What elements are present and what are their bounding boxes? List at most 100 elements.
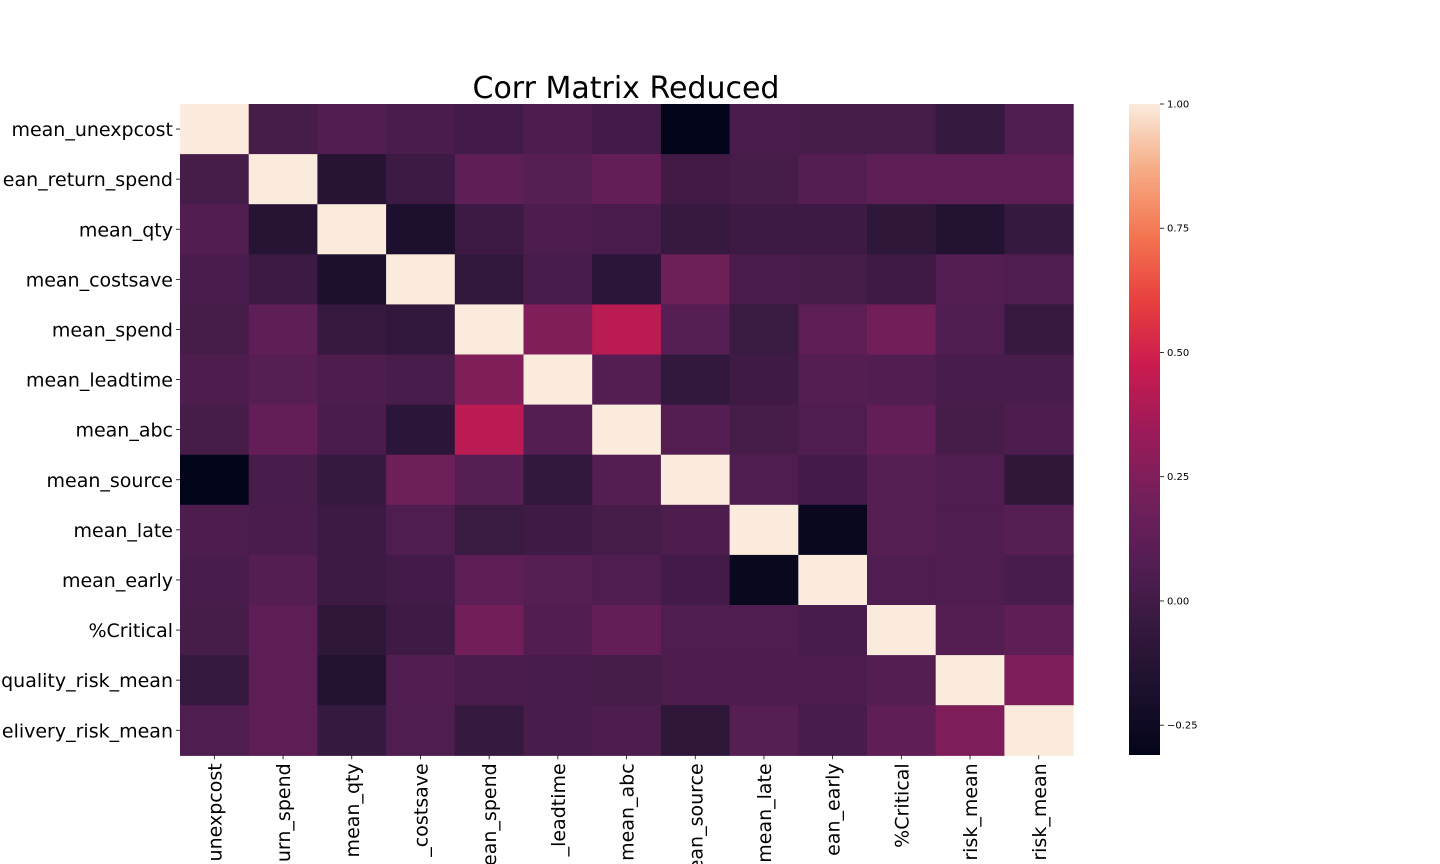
heatmap-cell-r8-c11	[935, 504, 1005, 556]
heatmap-cell-r4-c4	[454, 304, 525, 356]
heatmap-cell-r5-c3	[386, 354, 456, 406]
heatmap-cell-r11-c2	[317, 655, 387, 706]
y-tick-label: mean_costsave	[26, 269, 173, 291]
heatmap-cell-r12-c5	[523, 705, 593, 756]
heatmap-cell-r3-c0	[180, 254, 250, 305]
heatmap-cell-r9-c5	[523, 554, 593, 606]
heatmap-cell-r3-c12	[1004, 254, 1074, 305]
y-tick-label: mean_early	[62, 570, 173, 592]
heatmap-cell-r4-c6	[592, 304, 662, 356]
heatmap-cell-r11-c7	[660, 655, 731, 706]
heatmap-cell-r6-c9	[798, 404, 868, 456]
heatmap-cell-r6-c4	[454, 404, 525, 456]
heatmap-cell-r7-c11	[935, 454, 1005, 506]
heatmap-cell-r5-c2	[317, 354, 387, 406]
heatmap-cell-r0-c6	[592, 104, 662, 155]
heatmap-cell-r12-c6	[592, 705, 662, 756]
x-axis: unexpcost urn_spend mean_qty _costsave ean_s…	[204, 755, 1051, 864]
heatmap-cell-r7-c8	[729, 454, 799, 506]
heatmap-cell-r1-c4	[454, 154, 525, 205]
heatmap-cell-r8-c5	[523, 504, 593, 556]
heatmap-cell-r11-c9	[798, 655, 868, 706]
heatmap-cell-r8-c0	[180, 504, 250, 556]
heatmap-cell-r6-c5	[523, 404, 593, 456]
heatmap-cell-r12-c12	[1004, 705, 1074, 756]
heatmap-cell-r0-c8	[729, 104, 799, 155]
heatmap-cell-r12-c7	[660, 705, 731, 756]
heatmap-cell-r7-c9	[798, 454, 868, 506]
heatmap-cell-r9-c3	[386, 554, 456, 606]
heatmap-cell-r4-c2	[317, 304, 387, 356]
heatmap-cell-r4-c11	[935, 304, 1005, 356]
heatmap-cell-r7-c12	[1004, 454, 1074, 506]
heatmap-cell-r1-c8	[729, 154, 799, 205]
heatmap-cell-r4-c3	[386, 304, 456, 356]
heatmap-cell-r5-c7	[660, 354, 731, 406]
y-tick-label: mean_abc	[75, 420, 173, 442]
heatmap-cell-r3-c11	[935, 254, 1005, 305]
heatmap-cell-r10-c5	[523, 605, 593, 656]
heatmap-cell-r8-c12	[1004, 504, 1074, 556]
x-tick-label: mean_abc	[617, 763, 639, 861]
heatmap-cell-r11-c8	[729, 655, 799, 706]
x-tick-label: risk_mean	[1029, 763, 1051, 860]
heatmap-cell-r11-c3	[386, 655, 456, 706]
heatmap-cell-r2-c4	[454, 204, 525, 255]
heatmap-cell-r0-c0	[180, 104, 250, 155]
heatmap-cell-r9-c9	[798, 554, 868, 606]
y-tick-label: quality_risk_mean	[1, 670, 173, 692]
heatmap-cell-r9-c4	[454, 554, 525, 606]
heatmap-cell-r1-c10	[867, 154, 937, 205]
heatmap-cell-r6-c1	[248, 404, 318, 456]
heatmap-cell-r3-c8	[729, 254, 799, 305]
heatmap-cell-r1-c5	[523, 154, 593, 205]
heatmap-cell-r10-c6	[592, 605, 662, 656]
heatmap-cell-r4-c0	[180, 304, 250, 356]
heatmap-cells	[180, 104, 1074, 756]
heatmap-cell-r1-c1	[248, 154, 318, 205]
heatmap-cell-r11-c11	[935, 655, 1005, 706]
x-tick-label: ean_source	[685, 763, 707, 864]
heatmap-cell-r12-c1	[248, 705, 318, 756]
heatmap-cell-r12-c11	[935, 705, 1005, 756]
heatmap-cell-r10-c4	[454, 605, 525, 656]
heatmap-cell-r2-c11	[935, 204, 1005, 255]
y-tick-label: %Critical	[88, 620, 173, 642]
colorbar-tick-label: 0.00	[1167, 596, 1189, 607]
heatmap-cell-r12-c3	[386, 705, 456, 756]
heatmap-cell-r2-c2	[317, 204, 387, 255]
y-axis: mean_unexpcost ean_return_spend mean_qtyme…	[1, 119, 180, 742]
heatmap-cell-r0-c4	[454, 104, 525, 155]
heatmap-cell-r2-c5	[523, 204, 593, 255]
heatmap-cell-r8-c4	[454, 504, 525, 556]
x-tick-label: _costsave	[410, 763, 432, 857]
heatmap-cell-r2-c12	[1004, 204, 1074, 255]
heatmap-cell-r4-c9	[798, 304, 868, 356]
heatmap-cell-r9-c1	[248, 554, 318, 606]
heatmap-cell-r6-c7	[660, 404, 731, 456]
heatmap-cell-r10-c0	[180, 605, 250, 656]
heatmap-cell-r12-c9	[798, 705, 868, 756]
x-tick-label: _leadtime	[548, 763, 570, 857]
x-tick-label: %Critical	[891, 763, 913, 848]
chart-title: Corr Matrix Reduced	[473, 71, 780, 106]
heatmap-cell-r8-c10	[867, 504, 937, 556]
y-tick-label: mean_qty	[79, 219, 173, 241]
heatmap-cell-r5-c10	[867, 354, 937, 406]
heatmap-cell-r8-c9	[798, 504, 868, 556]
colorbar-tick-label: 0.75	[1167, 224, 1189, 235]
heatmap-cell-r11-c1	[248, 655, 318, 706]
heatmap-cell-r3-c2	[317, 254, 387, 305]
heatmap-cell-r2-c9	[798, 204, 868, 255]
colorbar-tick-label: 0.50	[1167, 348, 1189, 359]
heatmap-cell-r10-c7	[660, 605, 731, 656]
heatmap-cell-r1-c11	[935, 154, 1005, 205]
colorbar-tick-label: 0.25	[1167, 472, 1189, 483]
x-tick-label: ean_spend	[479, 763, 501, 864]
heatmap-cell-r11-c0	[180, 655, 250, 706]
heatmap-cell-r11-c12	[1004, 655, 1074, 706]
heatmap-cell-r3-c9	[798, 254, 868, 305]
heatmap-cell-r0-c1	[248, 104, 318, 155]
heatmap-cell-r3-c5	[523, 254, 593, 305]
